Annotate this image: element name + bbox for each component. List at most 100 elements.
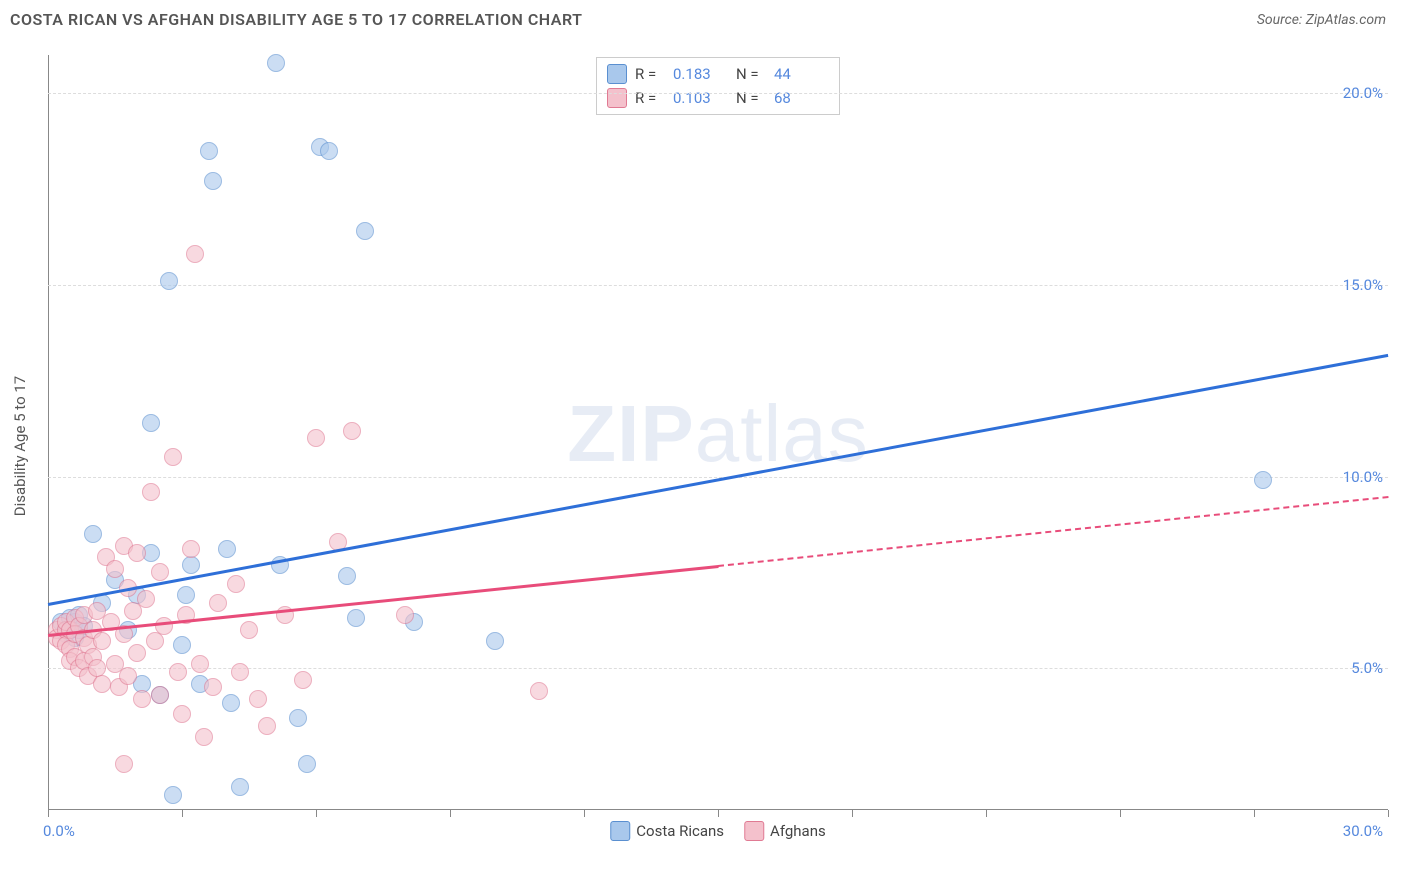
y-tick-label: 10.0% [1343, 468, 1383, 486]
trend-line [718, 496, 1388, 567]
data-point [115, 755, 133, 773]
data-point [142, 414, 160, 432]
data-point [320, 142, 338, 160]
data-point [106, 560, 124, 578]
data-point [151, 686, 169, 704]
n-label: N = [736, 89, 766, 107]
data-point [258, 717, 276, 735]
data-point [218, 540, 236, 558]
r-label: R = [635, 65, 665, 83]
n-value: 44 [774, 65, 829, 83]
data-point [240, 621, 258, 639]
data-point [530, 682, 548, 700]
data-point [151, 563, 169, 581]
data-point [133, 690, 151, 708]
x-tick [718, 810, 719, 817]
x-tick [1388, 810, 1389, 817]
data-point [486, 632, 504, 650]
data-point [195, 728, 213, 746]
x-tick [48, 810, 49, 817]
legend-series: Costa Ricans Afghans [610, 821, 825, 841]
legend-item: Afghans [744, 821, 826, 841]
data-point [231, 778, 249, 796]
x-tick [1120, 810, 1121, 817]
data-point [356, 222, 374, 240]
data-point [164, 448, 182, 466]
y-tick-label: 5.0% [1351, 659, 1383, 677]
source-label: Source: ZipAtlas.com [1257, 12, 1386, 28]
data-point [200, 142, 218, 160]
data-point [128, 544, 146, 562]
x-tick [450, 810, 451, 817]
x-axis-min-label: 0.0% [43, 822, 75, 840]
n-value: 68 [774, 89, 829, 107]
data-point [155, 617, 173, 635]
data-point [182, 540, 200, 558]
gridline [48, 285, 1388, 286]
data-point [204, 678, 222, 696]
legend-correlation: R = 0.183 N = 44 R = 0.103 N = 68 [596, 57, 840, 115]
scatter-plot: ZIPatlas R =0.183N =44R =0.103N =68 0.0%… [48, 55, 1388, 845]
legend-swatch [607, 64, 627, 84]
data-point [289, 709, 307, 727]
x-axis-max-label: 30.0% [1343, 822, 1383, 840]
data-point [182, 556, 200, 574]
legend-label: Costa Ricans [636, 822, 724, 840]
x-tick [852, 810, 853, 817]
data-point [169, 663, 187, 681]
data-point [186, 245, 204, 263]
n-label: N = [736, 65, 766, 83]
data-point [173, 636, 191, 654]
data-point [191, 655, 209, 673]
chart-title: COSTA RICAN VS AFGHAN DISABILITY AGE 5 T… [10, 10, 582, 29]
x-tick [316, 810, 317, 817]
data-point [128, 644, 146, 662]
y-axis-title: Disability Age 5 to 17 [11, 376, 29, 516]
data-point [93, 675, 111, 693]
data-point [249, 690, 267, 708]
data-point [307, 429, 325, 447]
x-tick [986, 810, 987, 817]
r-label: R = [635, 89, 665, 107]
legend-swatch [607, 88, 627, 108]
x-tick [1254, 810, 1255, 817]
x-tick [584, 810, 585, 817]
data-point [298, 755, 316, 773]
trend-line [48, 354, 1388, 606]
data-point [173, 705, 191, 723]
legend-item: Costa Ricans [610, 821, 724, 841]
data-point [93, 632, 111, 650]
r-value: 0.183 [673, 65, 728, 83]
data-point [137, 590, 155, 608]
legend-row: R = 0.103 N = 68 [607, 86, 829, 110]
data-point [222, 694, 240, 712]
data-point [146, 632, 164, 650]
data-point [343, 422, 361, 440]
legend-swatch [744, 821, 764, 841]
data-point [347, 609, 365, 627]
data-point [209, 594, 227, 612]
watermark-rest: atlas [695, 389, 869, 478]
data-point [338, 567, 356, 585]
gridline [48, 93, 1388, 94]
data-point [160, 272, 178, 290]
y-tick-label: 15.0% [1343, 276, 1383, 294]
watermark-bold: ZIP [567, 389, 694, 478]
watermark: ZIPatlas [567, 388, 868, 480]
y-axis-line [48, 55, 49, 810]
data-point [177, 586, 195, 604]
gridline [48, 668, 1388, 669]
data-point [294, 671, 312, 689]
data-point [164, 786, 182, 804]
data-point [267, 54, 285, 72]
r-value: 0.103 [673, 89, 728, 107]
legend-swatch [610, 821, 630, 841]
data-point [142, 483, 160, 501]
data-point [231, 663, 249, 681]
x-tick [182, 810, 183, 817]
data-point [227, 575, 245, 593]
data-point [204, 172, 222, 190]
legend-row: R = 0.183 N = 44 [607, 62, 829, 86]
legend-label: Afghans [770, 822, 826, 840]
data-point [84, 525, 102, 543]
